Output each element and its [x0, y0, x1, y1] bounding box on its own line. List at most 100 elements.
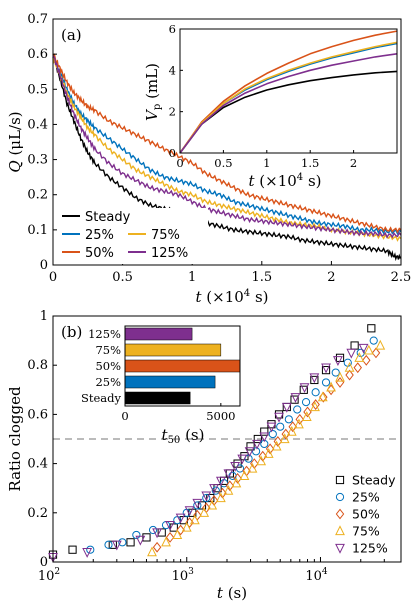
scatter-point-125	[266, 422, 277, 433]
scatter-point-125	[299, 383, 310, 394]
scatter-point-125	[192, 498, 203, 509]
scatter-point-50	[303, 406, 312, 418]
scatter-point-75	[161, 536, 171, 547]
scatter-point-steady	[290, 395, 299, 404]
scatter-point-125	[259, 432, 270, 443]
legend-marker-125	[335, 543, 345, 554]
y-tick-label: 0.3	[27, 153, 48, 168]
scatter-point-125	[184, 506, 195, 517]
scatter-point-50	[362, 354, 371, 366]
scatter-point-50	[326, 384, 336, 396]
scatter-point-125	[209, 484, 219, 494]
scatter-point-75	[263, 448, 274, 458]
scatter-point-75	[199, 507, 210, 517]
scatter-point-125	[175, 513, 186, 524]
bar-25	[124, 375, 216, 389]
scatter-point-50	[152, 541, 162, 553]
scatter-point-125	[201, 491, 212, 502]
scatter-point-75	[286, 425, 297, 436]
x-tick-label: 1.5	[251, 270, 272, 285]
scatter-point-125	[111, 540, 122, 551]
legend-marker-steady	[335, 475, 345, 485]
scatter-point-75	[215, 492, 226, 503]
scatter-point-25	[284, 415, 293, 424]
scatter-point-75	[231, 477, 242, 488]
panel-a: (a) t (×104 s) Q (μL/s) 0 0.5 1 1.5 2 2.5 0 0.1…	[6, 12, 411, 306]
scatter-point-125	[82, 548, 93, 558]
panel-a-inset-background	[180, 29, 397, 153]
scatter-point-50	[295, 413, 304, 425]
scatter-point-25	[211, 486, 220, 495]
scatter-point-25	[148, 525, 158, 535]
panel-a-inset-ylabel: Vp (mL)	[143, 63, 163, 121]
scatter-point-125	[135, 535, 146, 546]
scatter-point-steady	[350, 341, 359, 350]
x-tick-label: 104	[305, 567, 328, 584]
scatter-point-75	[239, 470, 250, 480]
legend-label-steady: Steady	[85, 210, 131, 225]
panel-b-inset: 125% 75% 50% 25% Steady 0 5000 t50 (s)	[81, 325, 241, 446]
scatter-point-50	[371, 347, 381, 359]
scatter-point-75	[279, 433, 290, 444]
inset-x-tick-label: 2	[350, 156, 357, 170]
scatter-point-25	[369, 336, 378, 345]
panel-a-ticks: 0 0.5 1 1.5 2 2.5 0 0.1 0.2 0.3 0.4 0.5 0.6 0.7	[27, 12, 411, 285]
scatter-point-25	[118, 538, 127, 547]
panel-a-inset: 0 0.5 1 1.5 2 0 2 4 6 Vp (mL) t (×104 s)	[143, 22, 398, 190]
scatter-point-steady	[246, 442, 255, 451]
scatter-point-75	[181, 521, 192, 532]
inset-b-x-tick-label: 0	[121, 409, 128, 423]
series-line-50	[52, 53, 402, 234]
panel-b-plot-area	[48, 324, 386, 563]
legend-label-75: 75%	[352, 524, 380, 539]
series-line-25	[52, 56, 402, 236]
scatter-point-25	[202, 493, 211, 503]
scatter-point-25	[301, 398, 311, 407]
legend-marker-75	[335, 525, 345, 536]
inset-series-line-steady	[179, 70, 398, 154]
scatter-point-75	[294, 418, 304, 429]
panel-b-xlabel: t (s)	[217, 584, 247, 602]
bar-75	[124, 343, 222, 357]
scatter-point-125	[252, 439, 262, 450]
x-tick-label: 2.5	[391, 270, 412, 285]
scatter-point-50	[311, 399, 320, 410]
x-tick-label: 0	[49, 270, 57, 285]
scatter-point-steady	[253, 434, 262, 444]
scatter-point-50	[225, 480, 235, 492]
panel-a-label: (a)	[61, 26, 82, 44]
legend-marker-25	[335, 492, 345, 502]
scatter-point-125	[244, 447, 255, 458]
panel-a-inset-frame	[179, 28, 398, 154]
legend-label-50: 50%	[352, 507, 380, 522]
y-tick-label: 0	[40, 555, 48, 570]
scatter-point-25	[104, 540, 113, 549]
bar-category-label: 125%	[88, 327, 121, 341]
bar-category-label: 50%	[95, 359, 121, 373]
scatter-point-75	[354, 352, 365, 362]
x-tick-label: 103	[172, 567, 195, 584]
y-tick-label: 0.5	[27, 82, 48, 97]
inset-y-tick-label: 4	[169, 63, 176, 77]
inset-y-tick-label: 2	[169, 105, 176, 119]
scatter-point-75	[375, 339, 386, 350]
bar-category-label: Steady	[81, 391, 122, 405]
scatter-point-steady	[233, 459, 242, 468]
inset-y-tick-label: 6	[169, 22, 176, 36]
scatter-point-125	[215, 476, 226, 487]
scatter-point-steady	[367, 324, 376, 333]
scatter-point-75	[363, 344, 374, 355]
scatter-point-25	[268, 429, 277, 439]
inset-x-tick-label: 0.5	[214, 156, 232, 170]
scatter-point-steady	[126, 538, 135, 547]
scatter-point-50	[345, 369, 354, 381]
panel-a-inset-plot-area	[179, 30, 398, 154]
y-tick-label: 0.4	[27, 457, 48, 472]
panel-b: (b) t (s) Ratio clogged 102 103 104 0 0.2 0.4…	[6, 309, 402, 602]
scatter-point-25	[321, 378, 331, 387]
y-tick-label: 1	[40, 309, 48, 324]
scatter-point-50	[233, 472, 242, 484]
legend-label-125: 125%	[352, 541, 388, 556]
panel-a-ylabel: Q (μL/s)	[6, 111, 24, 172]
scatter-point-50	[335, 377, 345, 388]
